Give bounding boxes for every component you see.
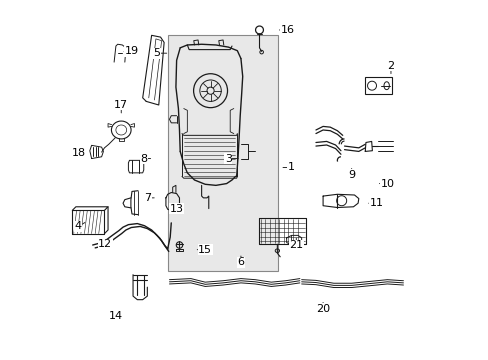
Text: 19: 19 xyxy=(124,46,139,57)
Text: 15: 15 xyxy=(198,245,212,255)
Text: 9: 9 xyxy=(347,170,354,180)
Text: 16: 16 xyxy=(280,25,294,35)
Text: 1: 1 xyxy=(287,162,294,172)
Bar xyxy=(365,77,391,94)
Text: 10: 10 xyxy=(380,179,394,189)
Text: 2: 2 xyxy=(386,61,394,71)
Text: 11: 11 xyxy=(369,198,383,208)
Text: 13: 13 xyxy=(169,203,183,213)
Text: 12: 12 xyxy=(98,239,112,249)
Text: 3: 3 xyxy=(224,154,231,163)
Text: 4: 4 xyxy=(75,221,82,231)
Text: 21: 21 xyxy=(288,240,303,250)
Bar xyxy=(167,35,278,271)
Text: 5: 5 xyxy=(153,48,160,58)
Text: 14: 14 xyxy=(109,311,122,321)
Text: 8: 8 xyxy=(140,154,147,163)
Text: 18: 18 xyxy=(71,148,85,158)
Text: 7: 7 xyxy=(144,193,151,203)
Text: 20: 20 xyxy=(315,303,329,314)
Text: 6: 6 xyxy=(237,257,244,267)
Text: 17: 17 xyxy=(114,100,128,110)
